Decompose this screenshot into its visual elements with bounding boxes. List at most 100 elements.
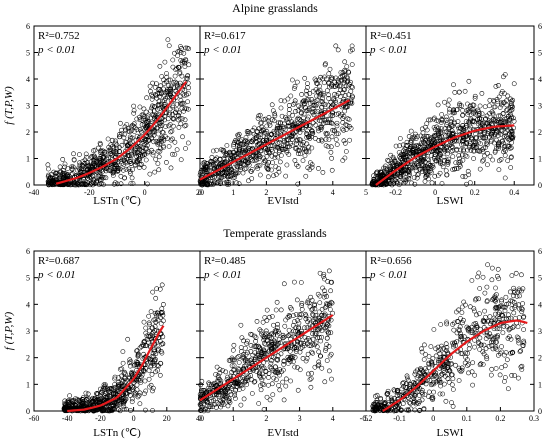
data-point: [497, 105, 503, 110]
data-point: [342, 78, 347, 83]
data-point: [317, 83, 322, 89]
data-point: [263, 342, 269, 347]
data-point: [470, 118, 476, 124]
data-point: [149, 331, 155, 337]
data-point: [46, 178, 52, 184]
data-point: [70, 164, 76, 170]
data-point: [466, 346, 472, 352]
data-point: [428, 166, 433, 171]
data-point: [261, 117, 267, 123]
data-point: [251, 137, 256, 143]
data-point: [232, 174, 238, 180]
data-point: [431, 389, 436, 395]
data-point: [509, 104, 515, 110]
data-point: [509, 154, 514, 160]
data-point: [149, 96, 155, 102]
data-point: [292, 364, 298, 370]
data-point: [431, 327, 437, 332]
data-point: [293, 138, 299, 144]
data-point: [276, 383, 281, 388]
data-point: [300, 99, 305, 105]
data-point: [290, 77, 295, 83]
data-point: [83, 182, 88, 188]
data-point: [438, 120, 444, 125]
data-point: [266, 375, 271, 380]
data-point: [301, 111, 307, 117]
data-point: [307, 91, 313, 96]
data-point: [428, 117, 433, 123]
data-point: [73, 396, 78, 402]
data-point: [454, 166, 459, 171]
data-point: [278, 98, 284, 103]
data-point: [320, 101, 326, 107]
data-point: [277, 148, 282, 154]
data-point: [410, 150, 416, 156]
data-point: [284, 149, 290, 155]
data-point: [129, 369, 135, 375]
data-point: [484, 142, 490, 147]
data-point: [65, 166, 71, 171]
data-point: [162, 90, 168, 96]
data-point: [303, 105, 309, 111]
data-point: [105, 136, 111, 142]
data-point: [142, 391, 147, 397]
data-point: [509, 107, 515, 113]
data-point: [304, 128, 310, 134]
data-point: [468, 106, 474, 111]
data-point: [254, 319, 260, 324]
data-point: [282, 98, 287, 104]
data-point: [257, 154, 263, 159]
data-point: [157, 63, 163, 69]
data-point: [269, 167, 274, 173]
data-point: [141, 139, 146, 144]
data-point: [443, 398, 449, 404]
data-point: [468, 141, 474, 146]
data-point: [478, 135, 483, 141]
data-point: [240, 170, 246, 176]
data-point: [293, 109, 298, 114]
data-point: [295, 115, 301, 121]
data-point: [432, 115, 437, 121]
data-point: [208, 159, 214, 165]
data-point: [416, 171, 422, 177]
data-point: [422, 342, 427, 348]
data-point: [310, 103, 316, 108]
data-point: [319, 104, 325, 110]
data-point: [142, 151, 148, 157]
data-point: [326, 137, 332, 142]
data-point: [426, 354, 432, 359]
data-point: [263, 130, 269, 136]
data-point: [416, 162, 422, 168]
data-point: [284, 148, 290, 153]
data-point: [419, 140, 424, 146]
data-point: [143, 157, 149, 163]
data-point: [442, 148, 448, 154]
data-point: [157, 94, 163, 99]
data-point: [403, 177, 409, 183]
data-point: [106, 394, 112, 399]
data-point: [172, 50, 177, 56]
data-point: [121, 371, 127, 376]
data-point: [305, 371, 311, 377]
data-point: [496, 120, 502, 126]
data-point: [255, 163, 261, 169]
data-point: [508, 102, 514, 108]
data-point: [510, 135, 516, 141]
data-point: [264, 165, 270, 171]
data-point: [227, 169, 233, 174]
data-point: [507, 146, 513, 151]
data-point: [456, 129, 462, 134]
data-point: [197, 402, 203, 407]
data-point: [157, 286, 163, 292]
data-point: [502, 379, 507, 384]
data-point: [342, 59, 348, 65]
data-point: [489, 118, 494, 124]
data-point: [97, 158, 102, 164]
data-point: [331, 127, 337, 133]
data-point: [319, 138, 325, 144]
data-point: [85, 395, 91, 401]
data-point: [269, 381, 275, 387]
data-point: [462, 153, 468, 158]
data-point: [304, 356, 310, 361]
data-point: [468, 304, 473, 310]
